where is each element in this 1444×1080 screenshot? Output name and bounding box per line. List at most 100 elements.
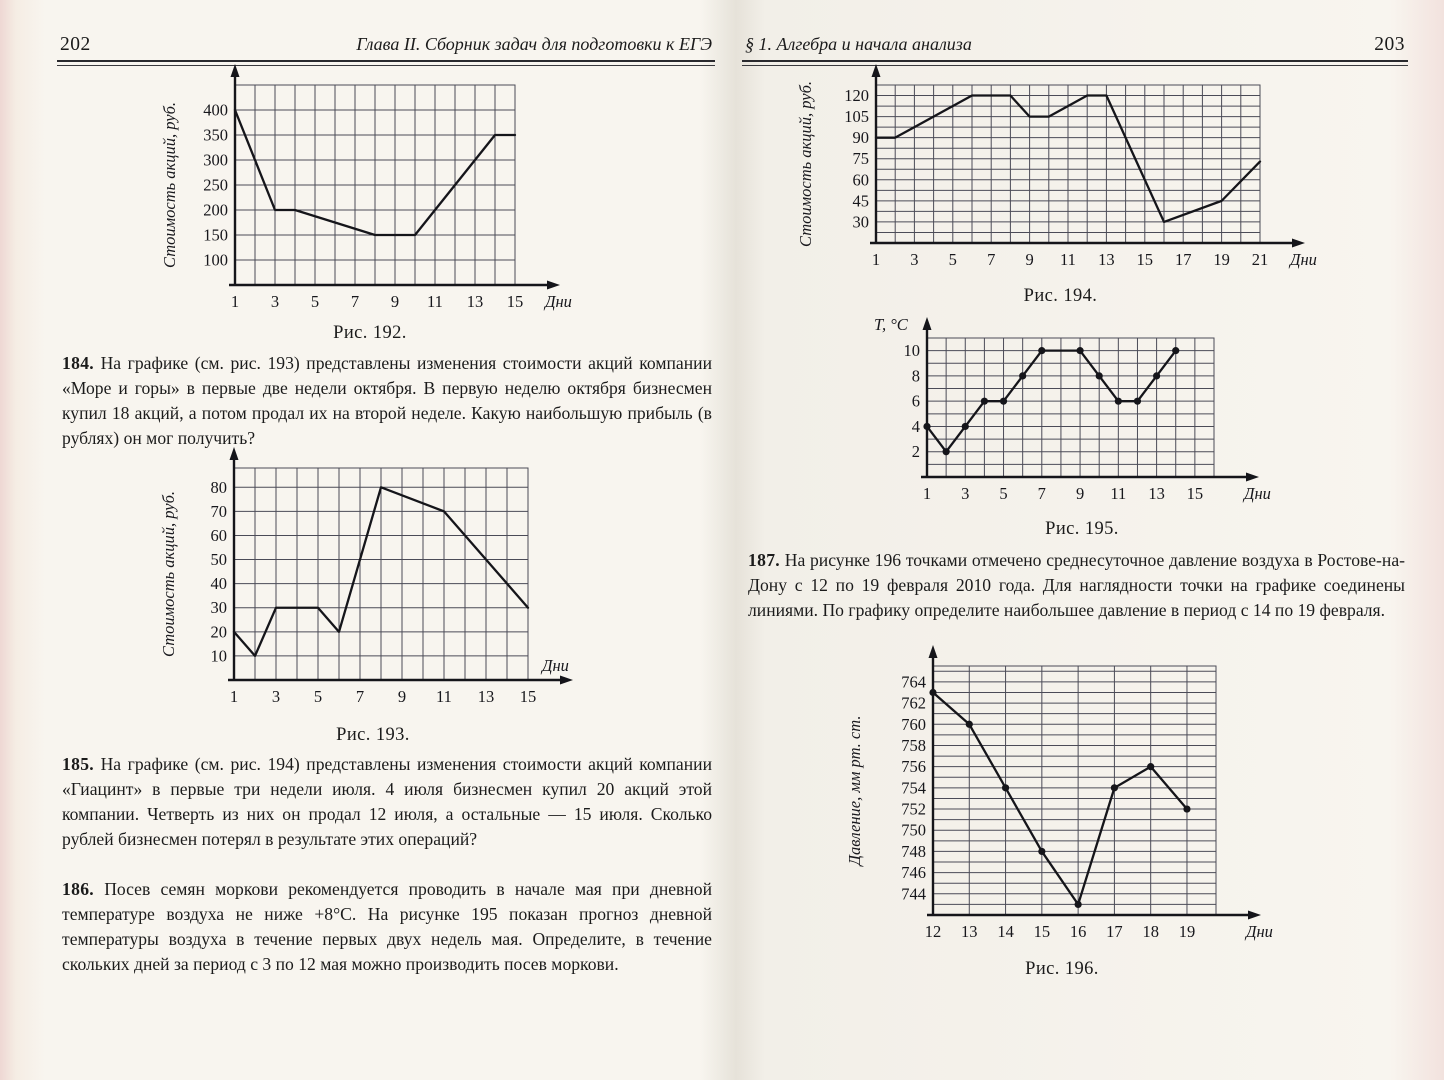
svg-text:15: 15 [520,687,537,706]
svg-text:5: 5 [949,250,957,269]
svg-text:6: 6 [912,392,920,411]
problem-184-number: 184. [62,353,94,373]
header-rule-left [57,60,715,66]
problem-187: 187. На рисунке 196 точками отмечено сре… [748,548,1405,623]
figure-196-chart: 744 746 748 750 752 754 756 758 760 762 764 12 13 14 1… [838,642,1286,957]
svg-text:20: 20 [211,622,228,641]
figure-192-caption: Рис. 192. [333,323,407,343]
svg-text:13: 13 [961,922,978,941]
page-number-left: 202 [60,34,91,55]
svg-text:30: 30 [211,598,228,617]
svg-text:750: 750 [901,821,926,840]
svg-text:5: 5 [314,687,322,706]
svg-text:T, °C: T, °C [874,315,909,334]
svg-text:7: 7 [351,292,359,311]
svg-text:120: 120 [844,86,869,105]
figure-193-chart: 10 20 30 40 50 60 70 80 1 3 5 7 9 11 13 15 Дни Стоимость … [156,444,590,722]
figure-194-caption: Рис. 194. [1023,286,1098,306]
svg-text:15: 15 [1034,922,1051,941]
svg-text:7: 7 [987,250,995,269]
svg-text:756: 756 [901,757,926,776]
svg-text:746: 746 [901,863,926,882]
problem-186-number: 186. [62,879,94,899]
problem-186: 186. Посев семян моркови рекомендуется п… [62,877,712,977]
figure-196-caption: Рис. 196. [1025,959,1099,979]
svg-text:400: 400 [203,101,228,120]
svg-text:17: 17 [1175,250,1192,269]
svg-text:350: 350 [203,126,228,145]
svg-text:4: 4 [912,417,920,436]
svg-text:13: 13 [1098,250,1115,269]
problem-185: 185. На графике (см. рис. 194) представл… [62,752,712,852]
svg-text:1: 1 [230,687,238,706]
svg-text:11: 11 [1110,484,1126,503]
svg-text:60: 60 [853,170,870,189]
figure-192-chart: 100 150 200 250 300 350 400 1 3 5 7 9 11 13 15 Дни Стоим… [155,61,585,321]
problem-184-text: На графике (см. рис. 193) представлены и… [62,353,712,448]
svg-text:1: 1 [872,250,880,269]
svg-text:Стоимость акций, руб.: Стоимость акций, руб. [159,491,178,657]
svg-text:7: 7 [1038,484,1046,503]
svg-text:11: 11 [427,292,443,311]
svg-text:9: 9 [1025,250,1033,269]
svg-text:Дни: Дни [1288,250,1317,269]
svg-text:3: 3 [961,484,969,503]
svg-text:744: 744 [901,884,926,903]
svg-text:Стоимость акций, руб.: Стоимость акций, руб. [160,102,179,268]
svg-text:3: 3 [271,292,279,311]
svg-text:19: 19 [1213,250,1230,269]
problem-184: 184. На графике (см. рис. 193) представл… [62,351,712,451]
svg-text:5: 5 [311,292,319,311]
header-rule-right [742,60,1408,66]
svg-text:60: 60 [211,526,228,545]
svg-text:17: 17 [1106,922,1123,941]
svg-text:70: 70 [211,502,228,521]
running-head-left: 202 Глава II. Сборник задач для подготов… [60,34,712,56]
svg-text:150: 150 [203,226,228,245]
running-head-left-title: Глава II. Сборник задач для подготовки к… [356,34,712,54]
svg-text:12: 12 [925,922,942,941]
svg-text:Давление, мм рт. ст.: Давление, мм рт. ст. [845,716,864,868]
svg-text:3: 3 [910,250,918,269]
svg-text:9: 9 [1076,484,1084,503]
svg-text:Дни: Дни [540,656,569,675]
svg-text:100: 100 [203,251,228,270]
figure-194-chart: 30 45 60 75 90 105 120 1 3 5 7 9 11 13 15 17 19 21 Дни Стои… [791,61,1330,281]
problem-186-text: Посев семян моркови рекомендуется провод… [62,879,712,974]
svg-text:Дни: Дни [1244,922,1273,941]
svg-text:2: 2 [912,442,920,461]
svg-text:9: 9 [398,687,406,706]
svg-text:5: 5 [999,484,1007,503]
problem-185-text: На графике (см. рис. 194) представлены и… [62,754,712,849]
svg-text:1: 1 [923,484,931,503]
svg-text:3: 3 [272,687,280,706]
running-head-right-title: § 1. Алгебра и начала анализа [745,34,972,54]
svg-text:13: 13 [478,687,495,706]
svg-text:300: 300 [203,151,228,170]
problem-187-number: 187. [748,550,780,570]
running-head-right: § 1. Алгебра и начала анализа 203 [745,34,1405,56]
svg-text:50: 50 [211,550,228,569]
svg-text:15: 15 [507,292,524,311]
svg-text:75: 75 [853,149,870,168]
svg-text:764: 764 [901,672,926,691]
svg-text:7: 7 [356,687,364,706]
svg-text:13: 13 [1148,484,1165,503]
svg-text:105: 105 [844,107,869,126]
svg-text:45: 45 [853,191,870,210]
svg-text:30: 30 [853,212,870,231]
svg-text:15: 15 [1137,250,1154,269]
svg-text:21: 21 [1252,250,1269,269]
svg-text:14: 14 [997,922,1014,941]
svg-text:9: 9 [391,292,399,311]
svg-text:Стоимость акций, руб.: Стоимость акций, руб. [796,81,815,247]
svg-text:752: 752 [901,800,926,819]
figure-195-chart: 2 4 6 8 10 1 3 5 7 9 11 13 15 Дни T, °C [872,312,1292,517]
svg-text:1: 1 [231,292,239,311]
svg-text:19: 19 [1179,922,1196,941]
problem-185-number: 185. [62,754,94,774]
svg-text:200: 200 [203,201,228,220]
svg-text:16: 16 [1070,922,1087,941]
svg-text:250: 250 [203,176,228,195]
figure-195-caption: Рис. 195. [1045,519,1119,539]
